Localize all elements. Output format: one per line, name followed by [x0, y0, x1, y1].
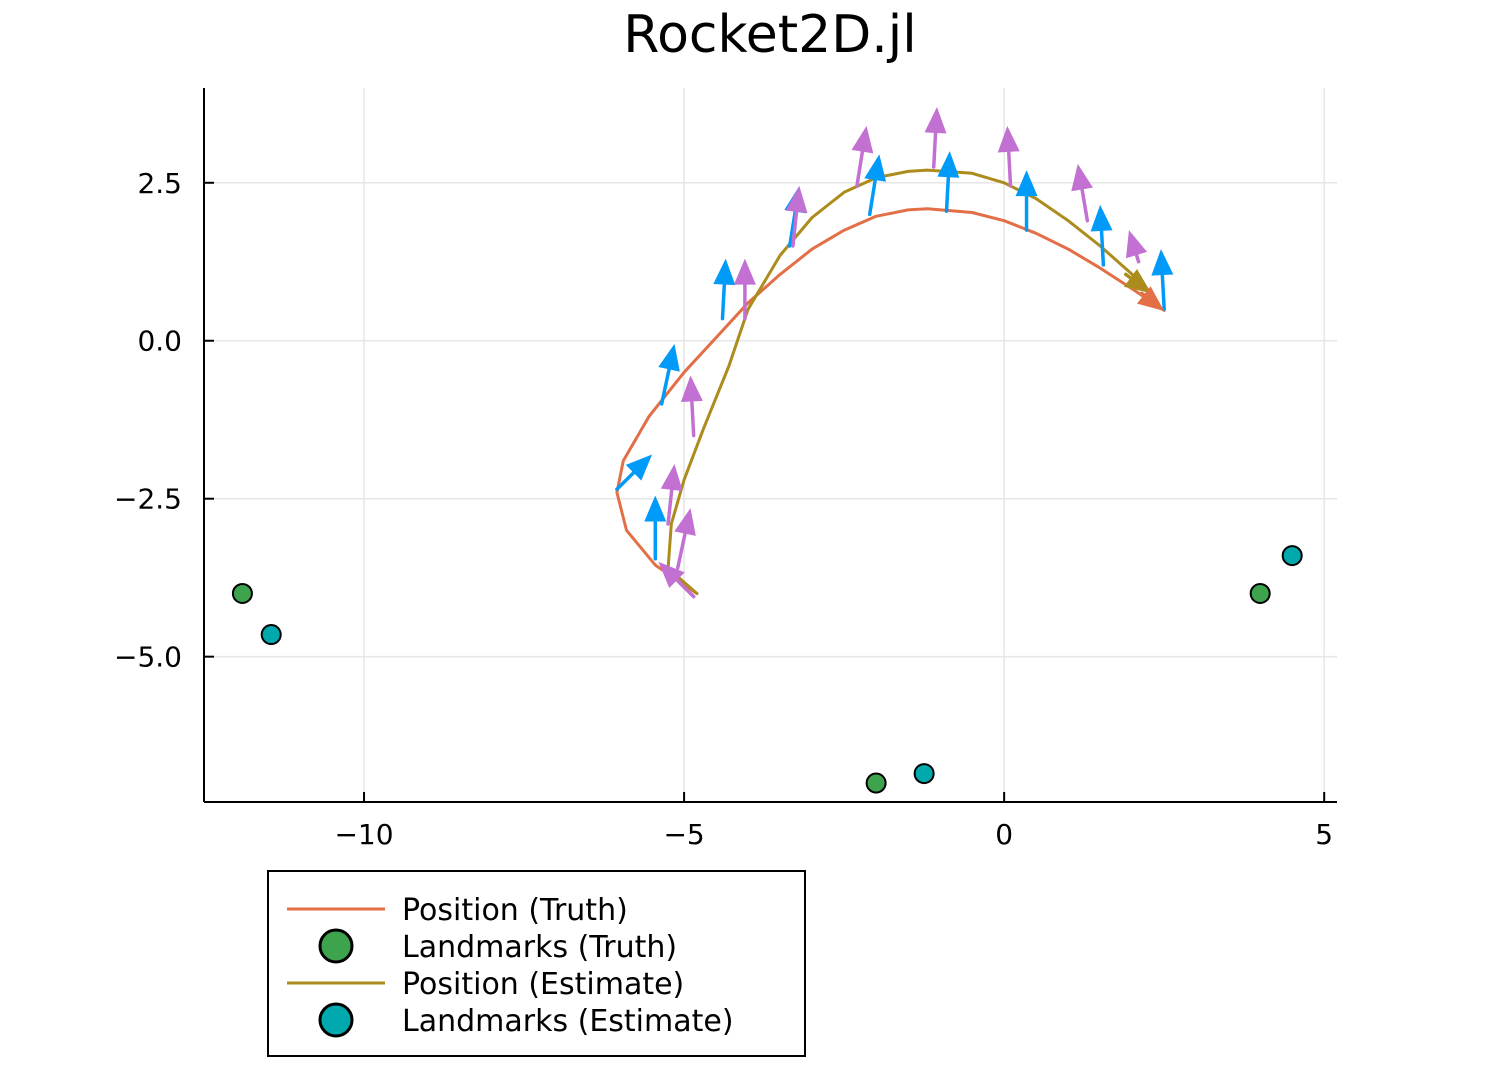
y-tick-label: 0.0: [137, 325, 182, 358]
orientation-arrow-shaft: [1160, 273, 1166, 311]
tick-labels: −10 −5 0 5 2.5 0.0 −2.5 −5.0: [114, 167, 1333, 851]
x-tick-label: −10: [334, 818, 393, 851]
landmark-point: [1281, 545, 1303, 567]
axes: [203, 88, 1337, 803]
orientation-arrow-shaft: [931, 131, 938, 169]
orientation-arrow-head: [1151, 249, 1174, 276]
landmark-point: [865, 772, 887, 794]
landmark-point: [1249, 582, 1271, 604]
orientation-arrow-shaft: [690, 399, 696, 438]
orientation-arrow-shaft: [791, 210, 799, 248]
orientation-arrow-shaft: [1134, 253, 1141, 264]
landmark-points: [231, 545, 1303, 794]
orientation-arrow-shaft: [1099, 229, 1106, 267]
grid-lines: [204, 88, 1337, 802]
orientation-arrow-head: [1015, 170, 1038, 197]
orientation-arrow-shaft: [675, 578, 696, 599]
orientation-arrow-head: [660, 463, 683, 491]
orientation-arrow-head: [625, 454, 653, 481]
orientation-arrow-shaft: [1124, 272, 1133, 280]
orientation-arrow-shaft: [1080, 187, 1090, 223]
orientation-arrow-shaft: [867, 178, 877, 217]
orientation-arrow-head: [1123, 269, 1152, 294]
orientation-arrow-head: [997, 125, 1020, 153]
trajectory-line-0: [615, 207, 1166, 595]
legend-label: Landmarks (Truth): [402, 930, 677, 965]
legend-label: Landmarks (Estimate): [402, 1004, 734, 1039]
orientation-arrow-head: [851, 125, 874, 154]
orientation-arrow-shaft: [675, 531, 687, 570]
orientation-arrow-head: [1125, 230, 1148, 259]
orientation-arrow-head: [1090, 204, 1113, 232]
y-tick-label: 2.5: [137, 167, 182, 200]
orientation-arrow-head: [674, 508, 696, 536]
landmark-point: [260, 624, 282, 646]
orientation-arrow-head: [733, 258, 756, 285]
orientation-arrow-head: [864, 154, 887, 182]
y-tick-label: −2.5: [114, 483, 182, 516]
orientation-arrow-head: [658, 343, 680, 372]
landmark-point: [231, 582, 253, 604]
orientation-arrow-head: [1136, 286, 1165, 312]
orientation-arrow-head: [644, 495, 667, 522]
orientation-arrow-shaft: [855, 149, 865, 188]
orientation-arrow-head: [680, 375, 703, 403]
orientation-arrow-head: [937, 151, 960, 178]
orientation-arrow-head: [658, 561, 685, 588]
x-tick-label: 5: [1315, 818, 1333, 851]
orientation-arrow-head: [1071, 163, 1093, 192]
orientation-arrows: [615, 106, 1174, 599]
x-tick-label: 0: [995, 818, 1013, 851]
chart-title: Rocket2D.jl: [623, 5, 916, 65]
x-tick-label: −5: [663, 818, 704, 851]
orientation-arrow-shaft: [1006, 150, 1013, 188]
orientation-arrow-shaft: [615, 470, 636, 491]
trajectory-line-2: [666, 168, 1153, 595]
landmark-point: [913, 763, 935, 785]
legend-label: Position (Truth): [402, 893, 628, 928]
orientation-arrow-head: [713, 258, 736, 286]
trajectory-lines: [615, 168, 1166, 595]
orientation-arrow-shaft: [720, 282, 727, 321]
legend-box: [267, 870, 806, 1057]
legend-marker-swatch: [318, 928, 354, 964]
legend-marker-swatch: [318, 1002, 354, 1038]
orientation-arrow-shaft: [944, 175, 951, 213]
legend-label: Position (Estimate): [402, 967, 684, 1002]
orientation-arrow-head: [924, 106, 947, 134]
legend: Position (Truth)Landmarks (Truth)Positio…: [267, 870, 806, 1057]
y-tick-label: −5.0: [114, 641, 182, 674]
orientation-arrow-head: [785, 185, 808, 213]
orientation-arrow-shaft: [659, 367, 671, 406]
orientation-arrow-shaft: [1140, 291, 1146, 297]
orientation-arrow-shaft: [666, 488, 674, 526]
